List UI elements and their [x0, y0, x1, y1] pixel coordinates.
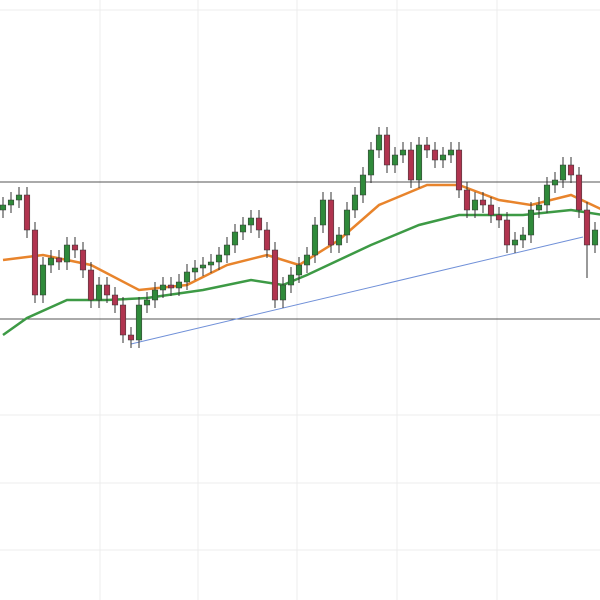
candle-body	[455, 149, 463, 191]
candle-body	[487, 204, 495, 216]
candle-body	[351, 194, 359, 211]
candle-body	[143, 299, 151, 306]
candle-body	[79, 249, 87, 271]
candle-body	[327, 199, 335, 246]
candle-body	[471, 199, 479, 211]
candle-body	[303, 254, 311, 266]
candle-body	[175, 281, 183, 289]
candle-body	[239, 224, 247, 233]
candle-body	[263, 229, 271, 251]
candle-body	[247, 217, 255, 226]
candle-body	[0, 204, 7, 211]
candle-body	[287, 274, 295, 286]
candle-body	[527, 209, 535, 236]
candle-body	[503, 219, 511, 246]
candle-body	[447, 149, 455, 156]
candle-body	[47, 257, 55, 266]
candle-body	[383, 134, 391, 166]
candle-body	[215, 254, 223, 263]
candle-body	[559, 164, 567, 181]
candle-body	[95, 284, 103, 301]
candle-body	[151, 289, 159, 301]
trend-line	[130, 236, 584, 345]
candle-body	[135, 304, 143, 341]
candle-body	[583, 209, 591, 246]
candle-body	[7, 199, 15, 206]
candle-body	[359, 174, 367, 196]
candle-body	[295, 264, 303, 276]
candle-body	[167, 284, 175, 289]
candle-body	[407, 149, 415, 181]
candle-body	[255, 217, 263, 231]
candle-body	[55, 257, 63, 263]
candle-body	[495, 214, 503, 221]
candle-body	[535, 204, 543, 211]
candle-body	[591, 229, 599, 246]
candle-body	[279, 284, 287, 301]
candle-body	[63, 244, 71, 263]
candle-body	[231, 231, 239, 246]
candle-body	[551, 179, 559, 186]
candle-body	[375, 134, 383, 151]
candle-body	[207, 261, 215, 266]
candle-body	[223, 244, 231, 256]
candle-body	[343, 209, 351, 236]
candle-body	[575, 174, 583, 211]
candle-body	[191, 267, 199, 273]
candle-body	[399, 149, 407, 156]
candle-body	[15, 194, 23, 201]
candle-body	[311, 224, 319, 256]
candle-body	[103, 284, 111, 296]
candle-body	[319, 199, 327, 226]
candle-body	[23, 194, 31, 231]
candle-body	[271, 249, 279, 301]
candle-body	[431, 149, 439, 161]
candle-body	[511, 239, 519, 246]
candle-body	[119, 304, 127, 336]
candle-body	[183, 271, 191, 283]
candle-body	[463, 189, 471, 211]
candle-body	[439, 154, 447, 161]
moving-average	[2, 183, 600, 292]
candle-body	[39, 264, 47, 296]
candle-body	[415, 144, 423, 181]
candle-body	[479, 199, 487, 206]
candle-body	[127, 334, 135, 341]
candle-body	[519, 234, 527, 241]
candle-body	[335, 234, 343, 246]
candle-body	[159, 284, 167, 291]
candle-body	[199, 264, 207, 269]
candle-body	[367, 149, 375, 176]
candle-body	[543, 184, 551, 206]
candle-body	[111, 294, 119, 306]
candle-body	[71, 244, 79, 251]
candle-body	[567, 164, 575, 176]
candle-body	[391, 154, 399, 166]
candle-body	[423, 144, 431, 151]
candle-body	[87, 269, 95, 301]
candle-body	[31, 229, 39, 296]
